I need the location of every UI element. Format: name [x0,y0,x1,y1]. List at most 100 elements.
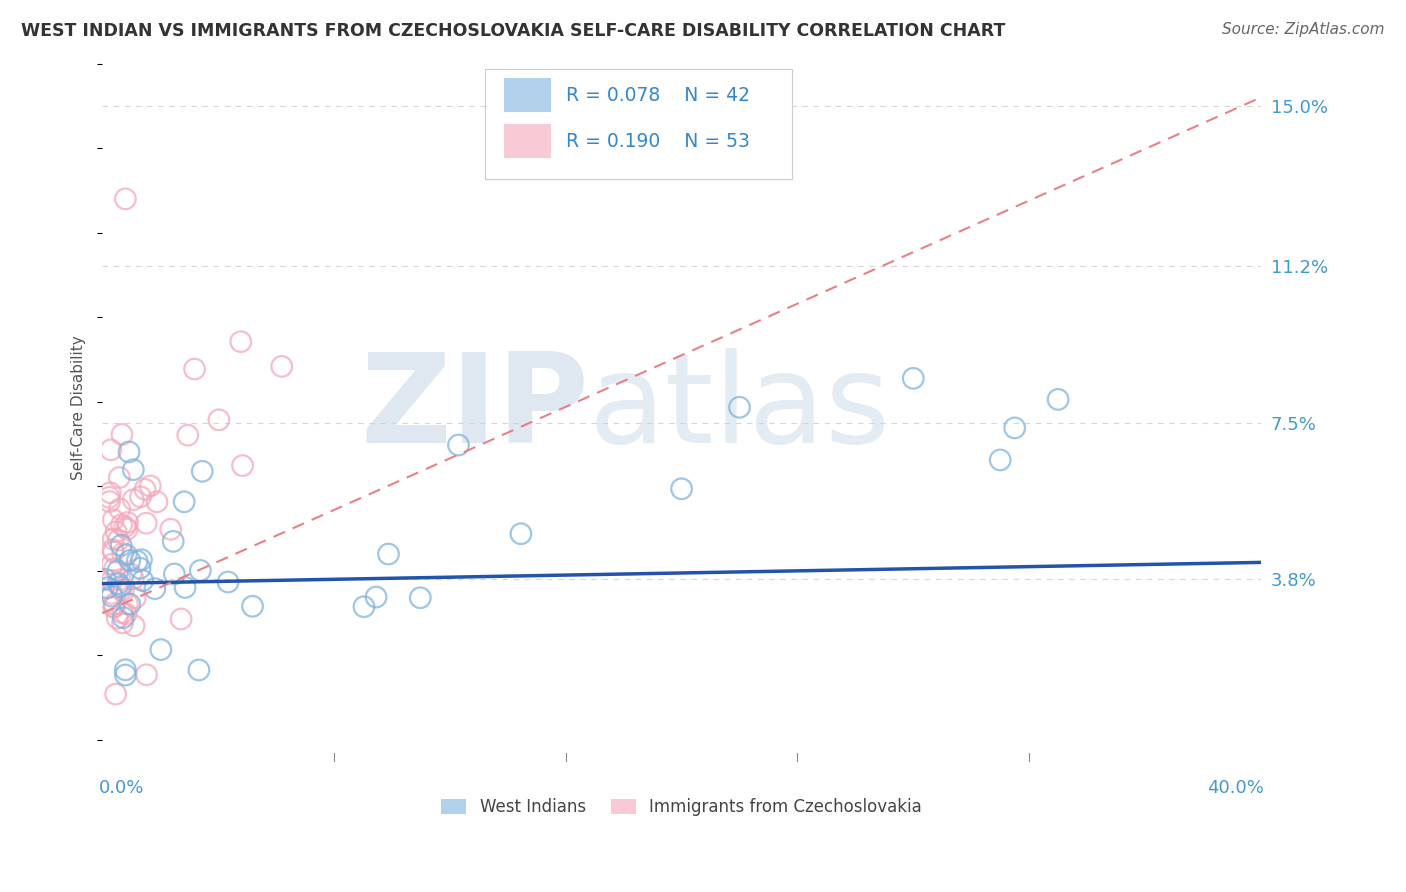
Point [103,545,125,559]
Point [135,516,157,531]
Point [101,557,124,571]
Text: ZIP: ZIP [360,348,589,468]
Point [173,495,195,509]
Text: R = 0.078    N = 42: R = 0.078 N = 42 [565,86,749,105]
Point [110,573,132,587]
Text: 40.0%: 40.0% [1208,779,1264,797]
Bar [505,124,551,158]
Point [101,589,124,603]
Point [112,583,135,598]
Point [98,494,121,508]
Point [163,566,186,581]
Point [98,485,121,500]
Point [132,574,155,588]
Point [112,610,135,624]
Point [242,599,264,614]
Text: Source: ZipAtlas.com: Source: ZipAtlas.com [1222,22,1385,37]
Point [134,483,156,497]
Point [129,490,152,504]
Point [122,492,145,507]
Point [988,453,1011,467]
Point [122,463,145,477]
Point [353,599,375,614]
Point [98,491,121,505]
Point [111,547,134,561]
Point [101,586,124,600]
Point [111,615,134,630]
Point [208,413,231,427]
Point [107,564,129,578]
Point [232,458,254,473]
Point [114,192,136,206]
Text: atlas: atlas [589,348,891,468]
Point [447,438,470,452]
Point [364,590,387,604]
Point [122,619,145,633]
Point [105,611,128,625]
Point [217,574,239,589]
Point [903,371,925,385]
Point [146,495,169,509]
Point [96,581,118,595]
Point [110,538,132,552]
Point [110,517,132,532]
Point [118,445,141,459]
Point [728,401,751,415]
Point [120,567,142,582]
Point [115,522,138,536]
Point [108,470,131,484]
Point [103,562,125,576]
Point [105,524,128,539]
Point [1004,421,1026,435]
Point [111,427,134,442]
Text: R = 0.190    N = 53: R = 0.190 N = 53 [565,132,749,151]
Point [177,428,200,442]
Point [409,591,432,605]
Point [174,581,197,595]
Point [103,513,125,527]
Point [191,464,214,478]
Point [100,574,122,588]
Point [127,554,149,568]
Point [118,553,141,567]
Point [131,552,153,566]
Point [377,547,399,561]
Point [103,599,125,614]
Point [149,642,172,657]
Point [118,597,141,611]
Point [111,606,134,620]
Point [510,526,533,541]
Point [101,542,124,557]
Point [270,359,292,374]
Point [107,576,129,591]
Point [103,597,125,611]
Point [124,591,146,605]
Point [188,564,211,578]
Point [170,612,193,626]
Point [115,607,138,621]
Point [162,534,184,549]
Point [129,561,152,575]
Point [110,582,132,597]
Point [103,600,125,615]
Point [1047,392,1070,407]
Point [101,532,124,546]
Point [104,687,127,701]
Point [139,479,162,493]
Bar [505,78,551,112]
Point [117,516,139,530]
Legend: West Indians, Immigrants from Czechoslovakia: West Indians, Immigrants from Czechoslov… [441,798,922,816]
Point [114,520,136,534]
Point [114,663,136,677]
Point [159,522,181,536]
Point [107,533,129,548]
Point [117,597,139,611]
Point [108,502,131,516]
Point [671,482,693,496]
Point [183,362,205,376]
FancyBboxPatch shape [485,70,792,178]
Y-axis label: Self-Care Disability: Self-Care Disability [72,335,86,481]
Point [187,663,209,677]
Point [229,334,252,349]
Point [115,548,138,562]
